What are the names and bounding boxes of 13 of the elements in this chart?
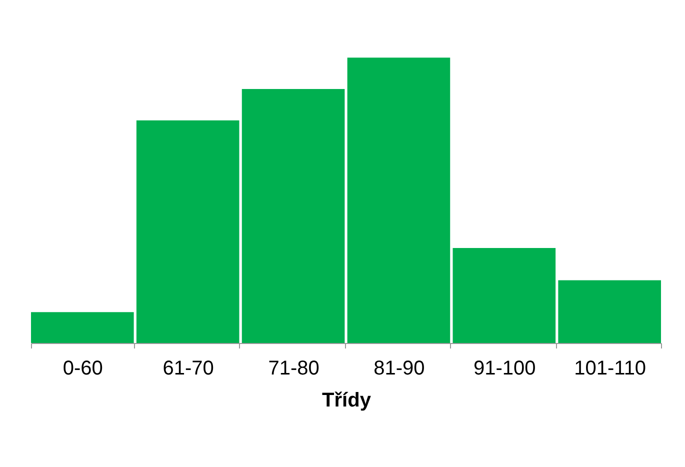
x-tick-label: 0-60 <box>62 358 103 380</box>
x-tick-label: 101-110 <box>574 358 646 380</box>
x-axis-title: Třídy <box>322 390 372 412</box>
bar <box>242 88 345 343</box>
x-tick-label: 61-70 <box>162 358 214 380</box>
x-tick-label: 81-90 <box>374 358 425 380</box>
bar <box>136 120 240 343</box>
bar <box>31 312 134 343</box>
bar <box>347 58 450 343</box>
bar <box>452 248 556 343</box>
x-tick-label: 71-80 <box>268 358 320 380</box>
bar <box>558 280 661 343</box>
x-tick-label: 91-100 <box>474 358 536 380</box>
